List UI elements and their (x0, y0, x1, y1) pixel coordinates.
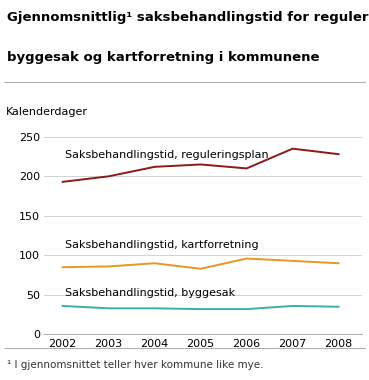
Text: Kalenderdager: Kalenderdager (6, 107, 88, 117)
Text: Saksbehandlingstid, byggesak: Saksbehandlingstid, byggesak (65, 288, 235, 298)
Text: byggesak og kartforretning i kommunene: byggesak og kartforretning i kommunene (7, 51, 320, 64)
Text: Saksbehandlingstid, kartforretning: Saksbehandlingstid, kartforretning (65, 240, 259, 250)
Text: Saksbehandlingstid, reguleringsplan: Saksbehandlingstid, reguleringsplan (65, 150, 269, 160)
Text: ¹ I gjennomsnittet teller hver kommune like mye.: ¹ I gjennomsnittet teller hver kommune l… (7, 360, 264, 370)
Text: Gjennomsnittlig¹ saksbehandlingstid for reguleringsplan,: Gjennomsnittlig¹ saksbehandlingstid for … (7, 11, 369, 24)
